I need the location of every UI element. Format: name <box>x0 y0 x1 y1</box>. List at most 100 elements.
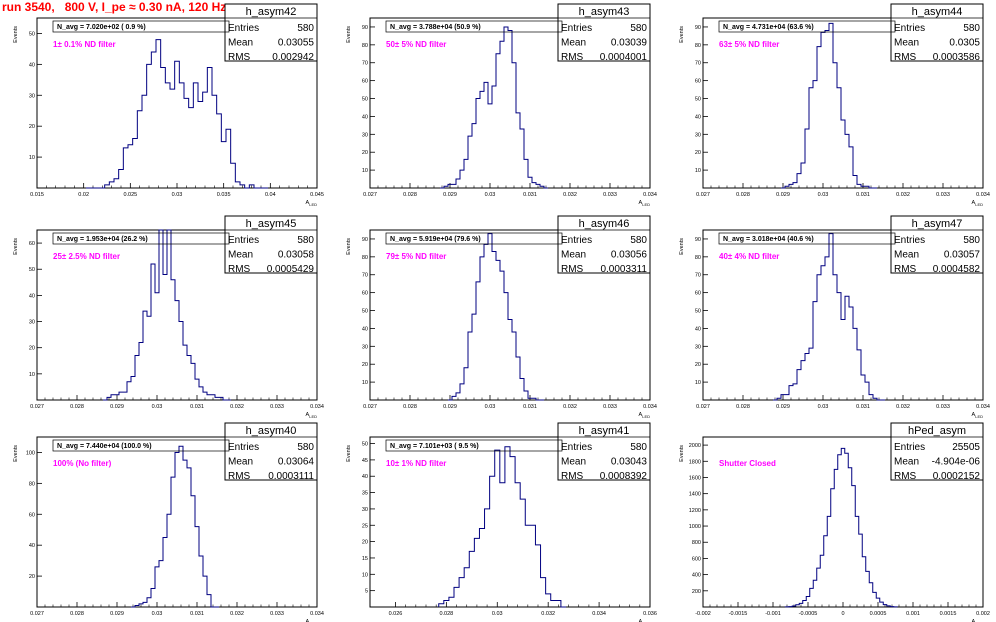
stats-box <box>557 3 651 62</box>
histogram-name: h_asym41 <box>579 425 630 437</box>
histogram-bin <box>193 83 198 188</box>
y-tick-label: 100 <box>26 450 35 456</box>
histogram-name: h_asym40 <box>246 425 297 437</box>
stats-value: 0.03043 <box>611 457 648 468</box>
histogram-bin <box>821 32 825 188</box>
histogram-bin <box>119 169 124 188</box>
histogram-bin <box>813 81 817 188</box>
histogram-bin <box>817 275 821 400</box>
histogram-bin <box>472 124 476 188</box>
x-tick-label: 0.0015 <box>940 611 957 617</box>
histogram-bin <box>123 148 128 188</box>
filter-annotation: Shutter Closed <box>719 459 776 468</box>
y-axis-label: Events <box>679 445 685 462</box>
x-tick-label: 0.033 <box>936 192 950 198</box>
histogram-bin <box>528 398 532 400</box>
y-tick-label: 40 <box>362 474 368 480</box>
x-tick-label: 0.031 <box>856 404 870 410</box>
stats-value: 0.03057 <box>944 250 981 261</box>
histogram-bin <box>796 605 800 607</box>
y-tick-label: 800 <box>692 540 701 546</box>
x-tick-label: 0.029 <box>443 192 457 198</box>
histogram-panel: 0.015 0.02 0.025 0.03 0.035 0.04 0.045 10 20 30 40… <box>13 3 324 207</box>
navg-box <box>718 232 896 245</box>
x-tick-label: 0.027 <box>696 404 710 410</box>
histogram-bin <box>454 587 459 607</box>
histogram-bin <box>439 604 444 607</box>
histogram-bin <box>806 596 810 607</box>
histogram-bin <box>810 588 814 607</box>
histogram-bin <box>809 88 813 188</box>
y-tick-label: 20 <box>695 362 701 368</box>
y-tick-label: 60 <box>29 241 35 247</box>
histogram-bin <box>203 92 208 188</box>
x-tick-label: 0.031 <box>190 611 204 617</box>
histogram-bin <box>515 483 520 607</box>
histogram-bin <box>829 23 833 188</box>
y-tick-label: 60 <box>362 79 368 85</box>
filter-annotation: 63± 5% ND filter <box>719 40 779 49</box>
histogram-bin <box>170 89 175 188</box>
histogram-bin <box>845 453 849 607</box>
histogram-bin <box>530 525 535 607</box>
histogram-bin <box>142 95 147 188</box>
histogram-bin <box>123 392 127 400</box>
histogram-bin <box>212 95 217 188</box>
x-tick-label: 0.034 <box>976 404 990 410</box>
y-tick-label: 50 <box>362 442 368 448</box>
stats-label: Mean <box>561 38 586 49</box>
x-tick-label: 0.034 <box>643 404 657 410</box>
x-axis-label: ALED <box>306 412 318 419</box>
navg-label: N_avg = 4.731e+04 (63.6 %) <box>723 24 814 31</box>
histogram-bin <box>861 375 865 400</box>
histogram-bin <box>221 142 226 188</box>
histogram-bin <box>151 52 156 188</box>
x-tick-label: -0.002 <box>695 611 711 617</box>
y-tick-label: 80 <box>362 255 368 261</box>
stats-label: Entries <box>894 23 925 34</box>
filter-annotation: 100% (No filter) <box>53 459 112 468</box>
histogram-bin <box>820 555 824 607</box>
stats-label: Mean <box>228 38 253 49</box>
histogram-bin <box>184 98 189 188</box>
stats-label: Entries <box>228 442 259 453</box>
y-tick-label: 10 <box>695 168 701 174</box>
histogram-bin <box>207 395 211 400</box>
y-tick-label: 80 <box>362 43 368 49</box>
y-tick-label: 45 <box>362 458 368 464</box>
histogram-line <box>438 446 566 608</box>
y-tick-label: 50 <box>695 309 701 315</box>
stats-value: -4.904e-06 <box>932 457 981 468</box>
histogram-bin <box>147 316 151 400</box>
y-tick-label: 70 <box>362 273 368 279</box>
x-tick-label: 0.032 <box>563 192 577 198</box>
histogram-bin <box>159 230 163 400</box>
histogram-bin <box>139 604 143 607</box>
histogram-bin <box>133 139 138 188</box>
histogram-bin <box>876 598 880 607</box>
histogram-bin <box>532 183 536 188</box>
navg-label: N_avg = 7.020e+02 ( 0.9 %) <box>57 24 146 31</box>
x-tick-label: 0.031 <box>856 192 870 198</box>
y-tick-label: 40 <box>695 114 701 120</box>
histogram-bin <box>476 99 480 188</box>
navg-box <box>718 20 896 33</box>
y-tick-label: 15 <box>362 556 368 562</box>
stats-value: 580 <box>630 235 647 246</box>
histogram-bin <box>115 395 119 400</box>
stats-label: RMS <box>894 471 917 482</box>
y-tick-label: 90 <box>362 25 368 31</box>
y-tick-label: 35 <box>362 491 368 497</box>
histogram-bin <box>837 88 841 188</box>
stats-value: 0.0004001 <box>600 52 648 63</box>
x-tick-label: 0.033 <box>603 404 617 410</box>
navg-label: N_avg = 7.440e+04 (100.0 %) <box>57 443 152 450</box>
navg-box <box>52 232 230 245</box>
histogram-bin <box>512 63 516 188</box>
stats-value: 0.0003111 <box>268 471 314 482</box>
y-tick-label: 80 <box>29 481 35 487</box>
stats-value: 580 <box>297 442 314 453</box>
y-tick-label: 70 <box>362 61 368 67</box>
histogram-bin <box>165 83 170 188</box>
histogram-bin <box>887 606 891 607</box>
